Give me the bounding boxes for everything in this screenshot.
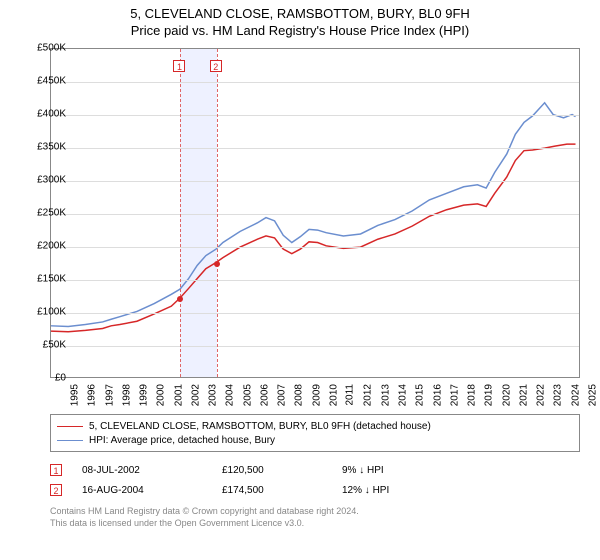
x-tick-label: 2014	[397, 384, 408, 406]
x-tick-label: 2013	[380, 384, 391, 406]
legend-item-property: 5, CLEVELAND CLOSE, RAMSBOTTOM, BURY, BL…	[57, 419, 573, 433]
legend-swatch-hpi	[57, 440, 83, 441]
y-tick-label: £150K	[16, 274, 66, 285]
transaction-marker-box: 2	[210, 60, 222, 72]
legend-label-property: 5, CLEVELAND CLOSE, RAMSBOTTOM, BURY, BL…	[89, 421, 431, 432]
x-tick-label: 2004	[225, 384, 236, 406]
chart-title: 5, CLEVELAND CLOSE, RAMSBOTTOM, BURY, BL…	[0, 6, 600, 21]
footer: Contains HM Land Registry data © Crown c…	[50, 506, 359, 529]
x-tick-label: 2012	[363, 384, 374, 406]
x-tick-label: 2020	[501, 384, 512, 406]
transaction-vline	[217, 49, 218, 377]
x-tick-label: 2025	[587, 384, 598, 406]
line-series-svg	[51, 49, 579, 377]
x-tick-label: 2017	[449, 384, 460, 406]
x-tick-label: 1995	[69, 384, 80, 406]
y-tick-label: £200K	[16, 241, 66, 252]
plot-area	[50, 48, 580, 378]
legend-label-hpi: HPI: Average price, detached house, Bury	[89, 435, 275, 446]
gridline	[51, 313, 579, 314]
gridline	[51, 214, 579, 215]
transaction-date: 08-JUL-2002	[82, 465, 202, 476]
gridline	[51, 280, 579, 281]
legend-item-hpi: HPI: Average price, detached house, Bury	[57, 433, 573, 447]
footer-line-1: Contains HM Land Registry data © Crown c…	[50, 506, 359, 518]
x-tick-label: 2005	[242, 384, 253, 406]
legend-swatch-property	[57, 426, 83, 427]
y-tick-label: £400K	[16, 109, 66, 120]
x-tick-label: 2000	[156, 384, 167, 406]
transaction-marker-box: 1	[173, 60, 185, 72]
y-tick-label: £300K	[16, 175, 66, 186]
transaction-price: £174,500	[222, 485, 322, 496]
transaction-table: 1 08-JUL-2002 £120,500 9% ↓ HPI 2 16-AUG…	[50, 460, 580, 500]
x-tick-label: 2001	[173, 384, 184, 406]
x-tick-label: 1999	[138, 384, 149, 406]
titles: 5, CLEVELAND CLOSE, RAMSBOTTOM, BURY, BL…	[0, 0, 600, 38]
y-tick-label: £450K	[16, 76, 66, 87]
y-tick-label: £0	[16, 373, 66, 384]
x-tick-label: 1997	[104, 384, 115, 406]
y-tick-label: £50K	[16, 340, 66, 351]
transaction-diff: 12% ↓ HPI	[342, 485, 432, 496]
x-tick-label: 2010	[328, 384, 339, 406]
series-line-property	[51, 144, 576, 332]
chart-container: 5, CLEVELAND CLOSE, RAMSBOTTOM, BURY, BL…	[0, 0, 600, 560]
transaction-marker-1: 1	[50, 464, 62, 476]
legend: 5, CLEVELAND CLOSE, RAMSBOTTOM, BURY, BL…	[50, 414, 580, 452]
y-tick-label: £500K	[16, 43, 66, 54]
y-tick-label: £250K	[16, 208, 66, 219]
gridline	[51, 181, 579, 182]
transaction-price: £120,500	[222, 465, 322, 476]
x-tick-label: 2009	[311, 384, 322, 406]
x-tick-label: 2016	[432, 384, 443, 406]
x-tick-label: 2023	[553, 384, 564, 406]
gridline	[51, 346, 579, 347]
gridline	[51, 247, 579, 248]
gridline	[51, 82, 579, 83]
y-tick-label: £350K	[16, 142, 66, 153]
x-tick-label: 2022	[535, 384, 546, 406]
transaction-dot	[177, 296, 183, 302]
x-tick-label: 2008	[294, 384, 305, 406]
transaction-row: 2 16-AUG-2004 £174,500 12% ↓ HPI	[50, 480, 580, 500]
transaction-row: 1 08-JUL-2002 £120,500 9% ↓ HPI	[50, 460, 580, 480]
gridline	[51, 148, 579, 149]
x-tick-label: 2021	[518, 384, 529, 406]
x-tick-label: 2007	[276, 384, 287, 406]
x-tick-label: 2018	[466, 384, 477, 406]
transaction-date: 16-AUG-2004	[82, 485, 202, 496]
transaction-dot	[214, 261, 220, 267]
chart-subtitle: Price paid vs. HM Land Registry's House …	[0, 23, 600, 38]
gridline	[51, 115, 579, 116]
footer-line-2: This data is licensed under the Open Gov…	[50, 518, 359, 530]
x-tick-label: 1998	[121, 384, 132, 406]
transaction-vline	[180, 49, 181, 377]
x-tick-label: 2011	[345, 384, 356, 406]
x-tick-label: 2019	[484, 384, 495, 406]
x-tick-label: 2015	[415, 384, 426, 406]
transaction-marker-2: 2	[50, 484, 62, 496]
x-tick-label: 2002	[190, 384, 201, 406]
y-tick-label: £100K	[16, 307, 66, 318]
x-tick-label: 1996	[87, 384, 98, 406]
x-tick-label: 2006	[259, 384, 270, 406]
transaction-diff: 9% ↓ HPI	[342, 465, 432, 476]
x-tick-label: 2003	[207, 384, 218, 406]
x-tick-label: 2024	[570, 384, 581, 406]
